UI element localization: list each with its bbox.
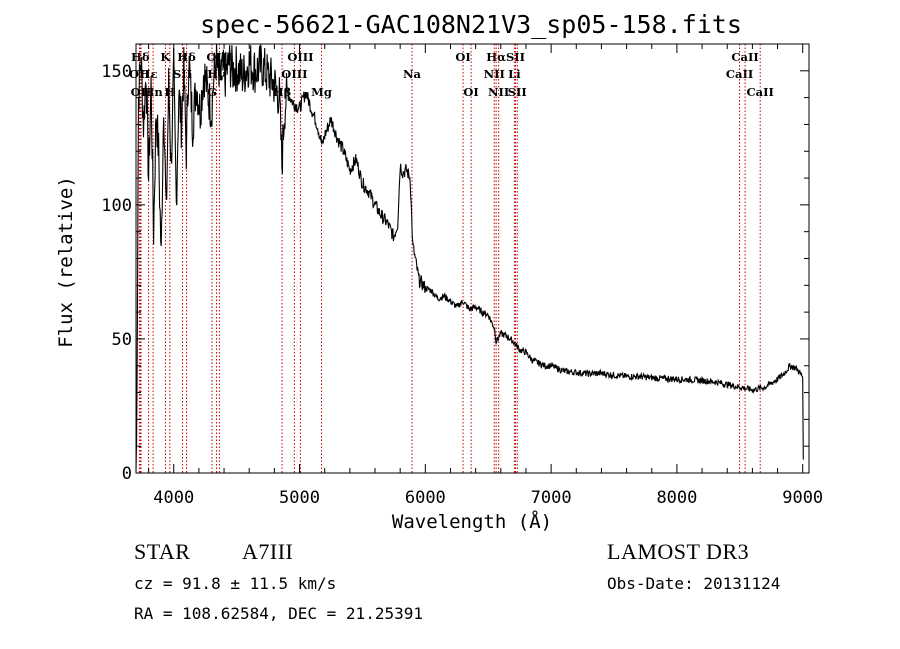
spectral-line-label: SII — [508, 85, 527, 99]
spectral-line-label: Hδ — [131, 50, 150, 64]
survey-name: LAMOST DR3 — [607, 539, 750, 564]
y-tick-label: 100 — [101, 196, 132, 216]
spectral-line-label: CaII — [731, 50, 758, 64]
spectral-line-label: NII — [488, 85, 509, 99]
y-axis-ticks: 0 50 100 150 — [101, 62, 809, 484]
spectral-line-label: Na — [403, 67, 422, 81]
chart-title: spec-56621-GAC108N21V3_sp05-158.fits — [200, 10, 742, 39]
x-tick-label: 4000 — [153, 488, 194, 508]
spectral-line-label: H — [164, 85, 175, 99]
object-subclass: A7III — [242, 539, 294, 564]
x-axis-label: Wavelength (Å) — [392, 510, 552, 533]
spectral-line-label: Mg — [311, 85, 332, 99]
y-tick-label: 0 — [122, 464, 132, 484]
spectral-line-label: OI — [463, 85, 478, 99]
spectral-line-label: NII — [484, 67, 505, 81]
x-axis-ticks: 4000 5000 6000 7000 8000 9000 — [148, 44, 823, 508]
y-tick-label: 150 — [101, 62, 132, 82]
spectral-line-label: CaII — [726, 67, 753, 81]
x-tick-label: 7000 — [531, 488, 572, 508]
x-tick-label: 8000 — [656, 488, 697, 508]
spectrum-plot — [135, 43, 804, 471]
spectral-line-label: Hδ — [177, 50, 196, 64]
spectral-line-label: OIII — [287, 50, 313, 64]
spectral-line-label: SII — [506, 50, 525, 64]
spectral-line-label: Hn — [143, 85, 163, 99]
observation-date: Obs-Date: 20131124 — [607, 574, 781, 593]
y-axis-label: Flux (relative) — [55, 176, 77, 348]
coordinates: RA = 108.62584, DEC = 21.25391 — [134, 604, 423, 623]
x-tick-label: 5000 — [279, 488, 320, 508]
plot-frame — [135, 43, 810, 474]
spectral-line-label: Hα — [486, 50, 506, 64]
object-class: STAR — [134, 539, 191, 564]
spectral-line-label: OIII — [281, 67, 307, 81]
spectral-line-label: CaII — [747, 85, 774, 99]
spectral-line-label: K — [160, 50, 171, 64]
y-tick-label: 50 — [112, 330, 132, 350]
spectral-line-label: Li — [508, 67, 521, 81]
spectral-line-label: SII — [173, 67, 192, 81]
x-tick-label: 6000 — [405, 488, 446, 508]
spectrum-line — [135, 43, 804, 471]
spectral-line-label: OI — [455, 50, 470, 64]
redshift-value: cz = 91.8 ± 11.5 km/s — [134, 574, 337, 593]
x-tick-label: 9000 — [782, 488, 823, 508]
